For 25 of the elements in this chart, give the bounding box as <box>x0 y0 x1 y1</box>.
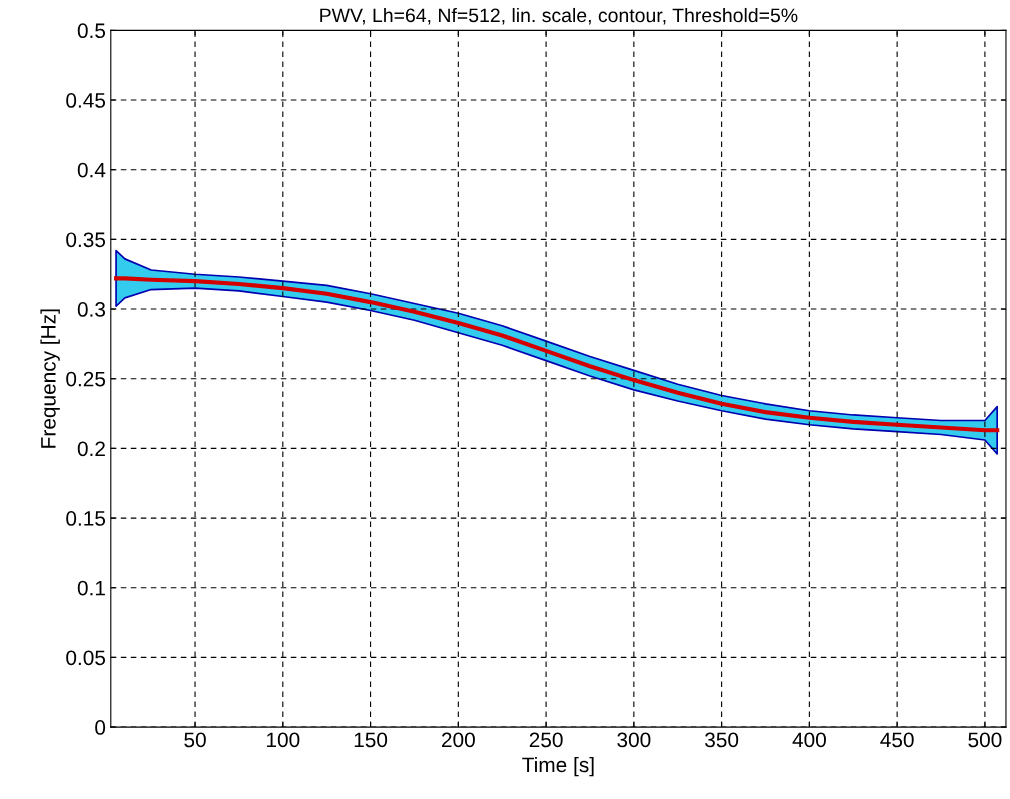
y-axis-title: Frequency [Hz] <box>40 309 60 448</box>
y-tick-label: 0.05 <box>66 650 106 666</box>
y-tick-label: 0.15 <box>66 511 106 526</box>
x-tick-label: 350 <box>705 732 739 748</box>
x-tick-label: 100 <box>267 732 300 748</box>
y-tick-label: 0.3 <box>77 302 106 317</box>
y-tick-label: 0.2 <box>77 441 105 457</box>
x-tick-label: 250 <box>529 732 563 748</box>
x-tick-label: 150 <box>354 732 388 748</box>
y-tick-label: 0.4 <box>77 162 106 178</box>
y-tick-label: 0.5 <box>77 23 106 39</box>
x-tick-label: 200 <box>442 732 475 748</box>
y-tick-label: 0.45 <box>66 93 106 108</box>
x-tick-label: 400 <box>792 732 826 748</box>
y-tick-label: 0.25 <box>66 371 106 387</box>
x-tick-label: 500 <box>968 732 1002 748</box>
line-series <box>113 276 1000 433</box>
x-tick-label: 450 <box>880 732 914 748</box>
x-tick-label: 300 <box>617 732 651 748</box>
chart-title: PWV, Lh=64, Nf=512, lin. scale, contour, Threshold=5% <box>320 7 798 25</box>
x-tick-label: 50 <box>184 732 206 748</box>
y-tick-label: 0 <box>95 720 106 735</box>
y-tick-label: 0.35 <box>66 232 106 248</box>
y-tick-label: 0.1 <box>77 580 105 596</box>
x-axis-title: Time [s] <box>522 756 594 777</box>
